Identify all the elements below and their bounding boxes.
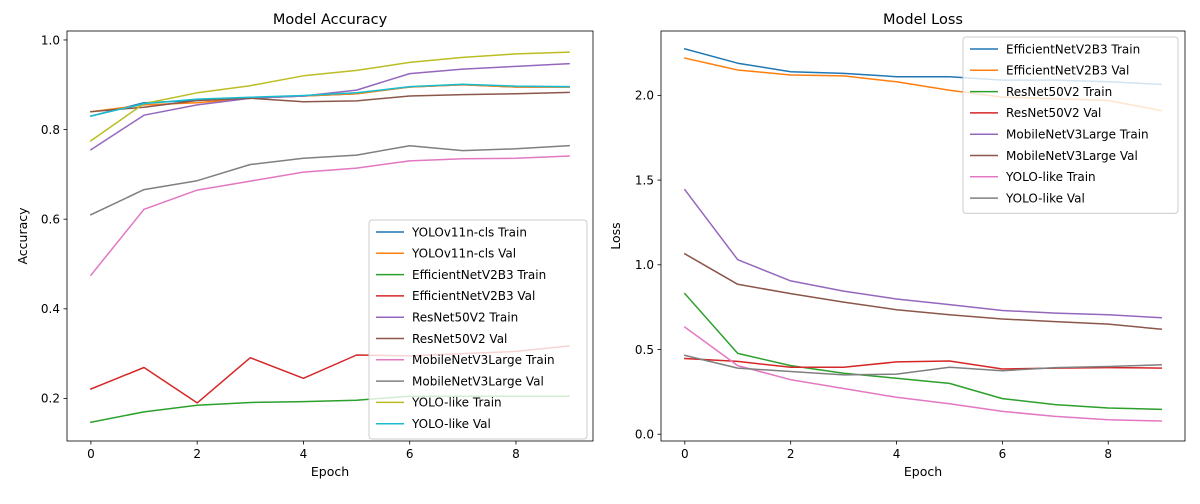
legend-label-2: ResNet50V2 Train — [1006, 85, 1112, 99]
y-tick-label: 2.0 — [635, 89, 654, 103]
legend-label-2: EfficientNetV2B3 Train — [412, 268, 546, 282]
chart-panel-1: 0 2 4 6 8 0.0 0.5 1.0 1.5 2.0 Model Loss Epoch Loss E… — [608, 12, 1186, 479]
series-line-1-3 — [684, 357, 1162, 370]
series-line-0-7 — [89, 144, 570, 216]
legend-label-7: MobileNetV3Large Val — [412, 374, 544, 388]
y-tick-label: 0.0 — [635, 428, 654, 442]
plot-frame — [66, 30, 594, 442]
series-line-0-6 — [89, 155, 570, 277]
legend-label-3: EfficientNetV2B3 Val — [412, 289, 535, 303]
legend-label-7: YOLO-like Val — [1005, 191, 1085, 205]
chart-title: Model Loss — [883, 12, 963, 28]
x-tick-label: 8 — [1104, 447, 1112, 461]
y-tick-label: 0.6 — [41, 212, 60, 226]
legend-label-0: YOLOv11n-cls Train — [411, 225, 527, 239]
legend-label-1: YOLOv11n-cls Val — [411, 247, 516, 261]
series-line-1-4 — [683, 188, 1162, 319]
series-line-1-2 — [683, 292, 1162, 411]
legend-label-5: MobileNetV3Large Val — [1006, 149, 1138, 163]
y-tick-label: 0.4 — [41, 302, 60, 316]
y-tick-label: 0.8 — [41, 123, 60, 137]
legend: YOLOv11n-cls Train YOLOv11n-cls Val Effici… — [368, 219, 588, 440]
x-tick-label: 4 — [893, 447, 901, 461]
y-axis-label: Loss — [608, 222, 623, 249]
legend-label-9: YOLO-like Val — [411, 417, 491, 431]
legend-label-8: YOLO-like Train — [411, 396, 502, 410]
y-tick-label: 1.5 — [635, 173, 654, 187]
x-tick-label: 4 — [300, 447, 308, 461]
y-tick-label: 1.0 — [635, 258, 654, 272]
series-line-0-9 — [89, 83, 570, 118]
x-tick-label: 2 — [193, 447, 201, 461]
x-axis-label: Epoch — [904, 464, 942, 479]
y-tick-label: 0.5 — [635, 343, 654, 357]
series-line-1-7 — [683, 354, 1162, 376]
series-line-1-5 — [683, 252, 1163, 331]
x-tick-label: 2 — [787, 447, 795, 461]
plot-frame — [660, 30, 1186, 442]
chart-title: Model Accuracy — [273, 12, 388, 28]
legend-label-1: EfficientNetV2B3 Val — [1006, 64, 1129, 78]
y-tick-label: 1.0 — [41, 33, 60, 47]
legend-frame — [962, 36, 1179, 214]
legend-label-6: MobileNetV3Large Train — [412, 353, 555, 367]
legend-frame — [368, 219, 588, 440]
series-line-0-8 — [89, 51, 570, 142]
y-tick-label: 0.2 — [41, 392, 60, 406]
x-tick-label: 8 — [512, 447, 520, 461]
x-tick-label: 6 — [999, 447, 1007, 461]
series-line-1-6 — [683, 326, 1162, 422]
legend-label-4: MobileNetV3Large Train — [1006, 128, 1149, 142]
x-axis-label: Epoch — [311, 464, 349, 479]
legend-label-3: ResNet50V2 Val — [1006, 106, 1101, 120]
chart-panel-0: 0 2 4 6 8 0.2 0.4 0.6 0.8 1.0 Model Accuracy Epoch A… — [15, 12, 594, 479]
x-tick-label: 0 — [681, 447, 689, 461]
legend-label-6: YOLO-like Train — [1005, 170, 1096, 184]
legend-label-4: ResNet50V2 Train — [412, 311, 518, 325]
series-line-0-5 — [90, 91, 570, 113]
legend: EfficientNetV2B3 Train EfficientNetV2B3 V… — [962, 36, 1179, 214]
x-tick-label: 6 — [406, 447, 414, 461]
series-line-0-1 — [90, 84, 570, 113]
series-line-0-4 — [89, 62, 570, 151]
x-tick-label: 0 — [87, 447, 95, 461]
legend-label-0: EfficientNetV2B3 Train — [1006, 42, 1140, 56]
y-axis-label: Accuracy — [15, 207, 30, 265]
legend-label-5: ResNet50V2 Val — [412, 332, 507, 346]
